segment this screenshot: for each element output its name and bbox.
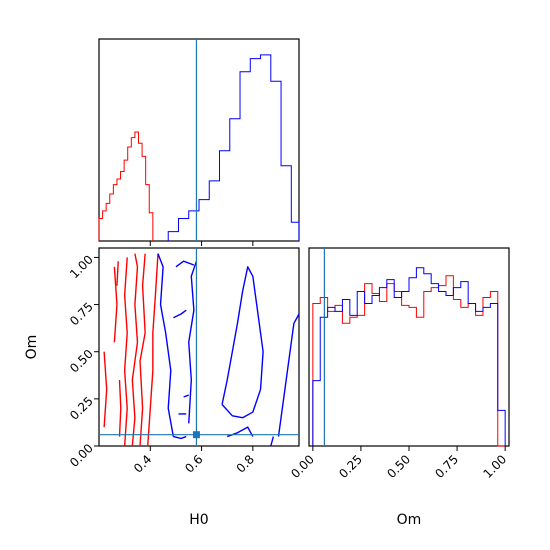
joint-y-tick-label: 0.00 [67,441,96,470]
joint-y-tick-label: 0.50 [67,347,96,376]
joint-contour-red [113,266,118,343]
joint-contour-blue [188,260,198,424]
joint-panel-frame [98,247,300,447]
joint-x-tick-label: 0.6 [182,452,205,475]
joint-contour-red [103,351,108,428]
joint-contour-red [123,257,128,447]
om-histogram-panel: 0.00 0.25 0.50 0.75 1.00 [288,247,510,481]
om-histogram-x-tick-label: 0.75 [432,452,461,481]
om-histogram-x-tick-label: 0.50 [384,452,413,481]
joint-y-tick-label: 1.00 [67,252,96,281]
om-histogram-x-tick-label: 0.00 [288,452,317,481]
h0-histogram-panel [98,38,300,246]
joint-contour-blue [183,394,189,398]
joint-y-tick-label: 0.75 [67,300,96,329]
joint-truth-marker [192,431,200,439]
om-histogram-x-tick-label: 0.25 [336,452,365,481]
joint-contour-blue [175,260,195,268]
joint-contour-red [147,253,159,447]
joint-contour-red [131,253,139,447]
joint-contour-blue [157,253,175,437]
joint-contour-blue [173,435,187,440]
joint-contour-red [139,253,146,447]
y-axis-label-om: Om [24,335,40,360]
joint-x-tick-label: 0.4 [131,452,154,475]
joint-contour-red [118,379,122,437]
joint-contour-blue [221,266,264,419]
x-axis-label-om: Om [397,512,422,528]
joint-contours [103,253,300,447]
x-axis-label-h0: H0 [189,512,208,528]
joint-contour-blue [270,436,275,447]
joint-y-tick-label: 0.25 [67,394,96,423]
om-histogram-ticks: 0.00 0.25 0.50 0.75 1.00 [288,446,509,481]
om-histogram-series [312,267,506,447]
h0-histogram-red-series [98,131,154,241]
h0-histogram-blue-series [167,54,300,241]
joint-contour-red [116,261,119,286]
h0-histogram-ticks [149,241,254,246]
h0-histogram-series [98,54,300,241]
om-histogram-blue-series [312,267,506,446]
om-histogram-x-tick-label: 1.00 [480,452,509,481]
joint-contour-blue [277,313,300,437]
h0-om-joint-panel: 0.4 0.6 0.8 0.00 0.25 0.50 0.75 1.00 [67,247,300,476]
joint-contour-blue [173,309,187,319]
joint-x-tick-label: 0.8 [234,452,257,475]
